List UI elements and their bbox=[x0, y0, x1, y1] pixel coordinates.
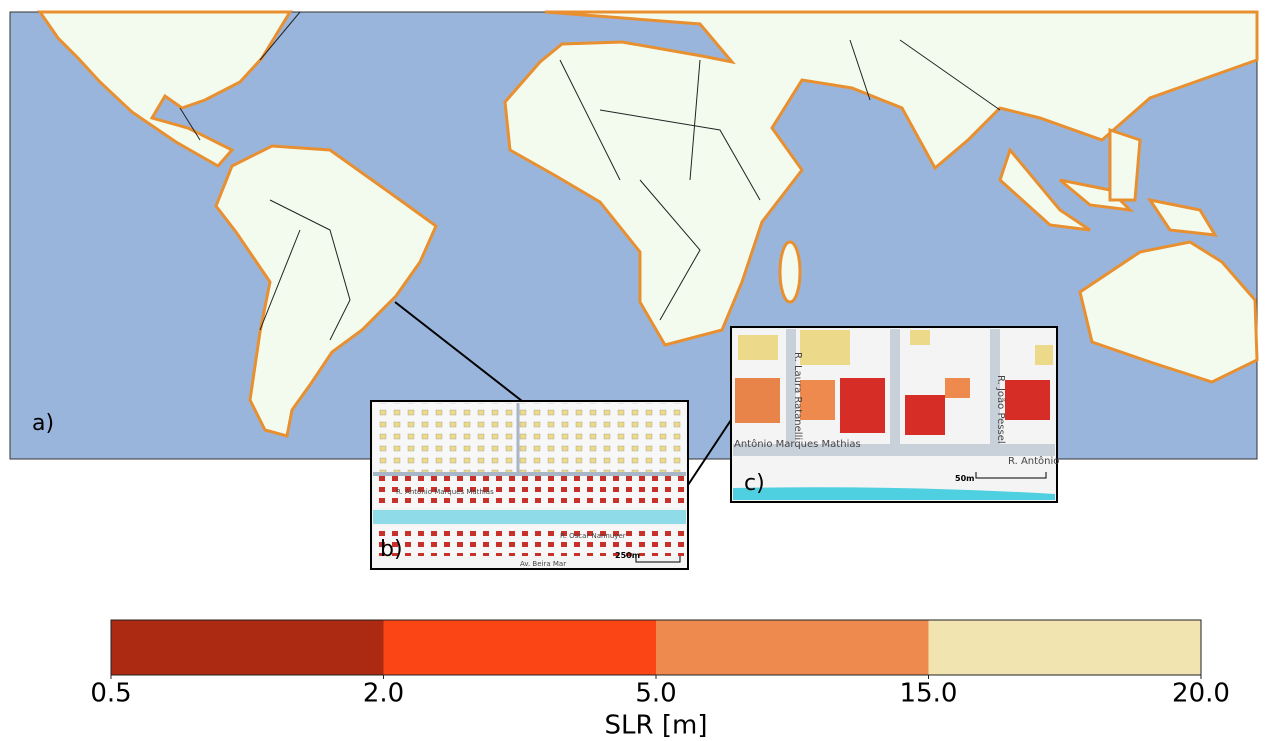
borders bbox=[179, 11, 1001, 341]
scale-bar bbox=[635, 556, 681, 563]
building bbox=[1005, 380, 1050, 420]
colorbar-tick-label: 0.5 bbox=[90, 679, 131, 709]
colorbar-segment bbox=[928, 620, 1201, 675]
street-label: R. Antônio Marques Mathias bbox=[396, 488, 494, 496]
building bbox=[945, 378, 970, 398]
street-label: R. Antônio bbox=[1008, 455, 1059, 467]
building bbox=[735, 378, 780, 423]
scale-bar bbox=[975, 472, 1047, 479]
building bbox=[905, 395, 945, 435]
panel-label: b) bbox=[380, 537, 403, 562]
buildings-low bbox=[373, 476, 686, 508]
street-label: R. João Pessel bbox=[995, 375, 1006, 444]
road bbox=[890, 329, 900, 444]
inset-b: R. Antônio Marques Mathias Av. Beira Mar… bbox=[370, 400, 689, 570]
buildings-low bbox=[373, 526, 686, 556]
building bbox=[840, 378, 885, 433]
panel-label: c) bbox=[744, 471, 765, 496]
building bbox=[800, 330, 850, 365]
inset-c: R. Laura Ratanelli R. João Pessel R. Ant… bbox=[730, 326, 1059, 503]
colorbar-tick-label: 5.0 bbox=[635, 679, 676, 709]
building bbox=[800, 380, 835, 420]
scale-label: 250m bbox=[615, 551, 640, 560]
scale-label: 50m bbox=[955, 474, 974, 483]
street-label: R. Laura Ratanelli bbox=[792, 352, 803, 440]
building bbox=[1035, 345, 1053, 365]
panel-label: a) bbox=[32, 411, 54, 436]
colorbar-tick-label: 2.0 bbox=[363, 679, 404, 709]
colorbar-segment bbox=[111, 620, 384, 675]
road bbox=[733, 444, 1055, 456]
colorbar-segment bbox=[383, 620, 656, 675]
colorbar: 0.5 2.0 5.0 15.0 20.0 bbox=[90, 619, 1230, 709]
buildings-high bbox=[373, 403, 686, 475]
water bbox=[733, 487, 1055, 500]
canal bbox=[373, 510, 686, 524]
street-label: R. Oscar Nannuyer bbox=[560, 532, 626, 540]
world-map: a) bbox=[9, 10, 1259, 460]
road bbox=[990, 329, 1000, 444]
colorbar-tick-label: 20.0 bbox=[1172, 679, 1230, 709]
street-label: Av. Beira Mar bbox=[520, 560, 566, 568]
colorbar-tick-label: 15.0 bbox=[900, 679, 958, 709]
connector bbox=[687, 419, 732, 486]
building bbox=[738, 335, 778, 360]
colorbar-label: SLR [m] bbox=[605, 711, 708, 741]
street-label: Antônio Marques Mathias bbox=[734, 438, 861, 450]
connector bbox=[394, 301, 523, 402]
building bbox=[910, 330, 930, 345]
road bbox=[786, 329, 796, 444]
colorbar-segment bbox=[656, 620, 929, 675]
